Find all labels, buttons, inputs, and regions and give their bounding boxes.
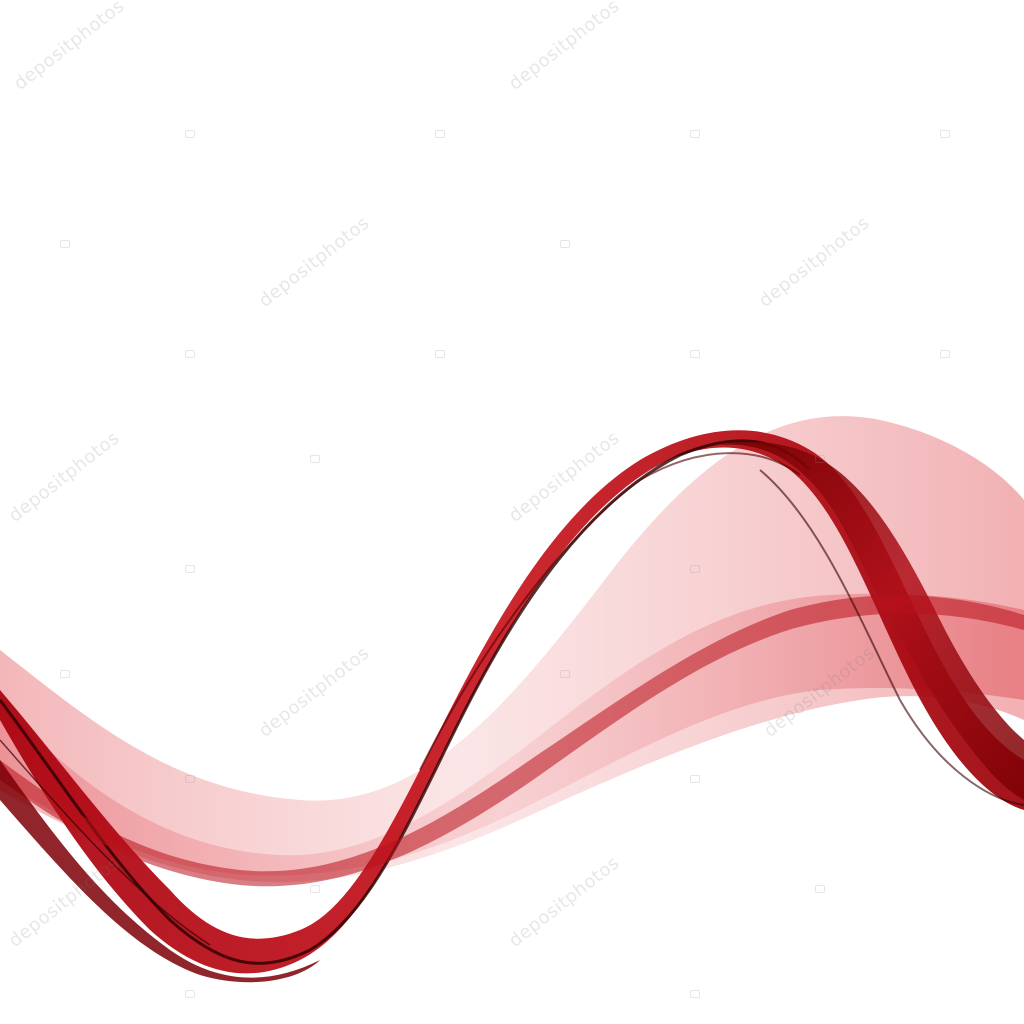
red-ribbon-right-leg	[720, 441, 1024, 800]
highlight-strand-1	[0, 739, 211, 946]
highlight-strand-3	[759, 469, 1024, 806]
highlight-strand-2	[419, 452, 801, 771]
red-ribbon-left-loop	[0, 760, 320, 983]
pink-ribbon-mid	[0, 593, 1024, 876]
pink-ribbon-back	[0, 416, 1024, 883]
